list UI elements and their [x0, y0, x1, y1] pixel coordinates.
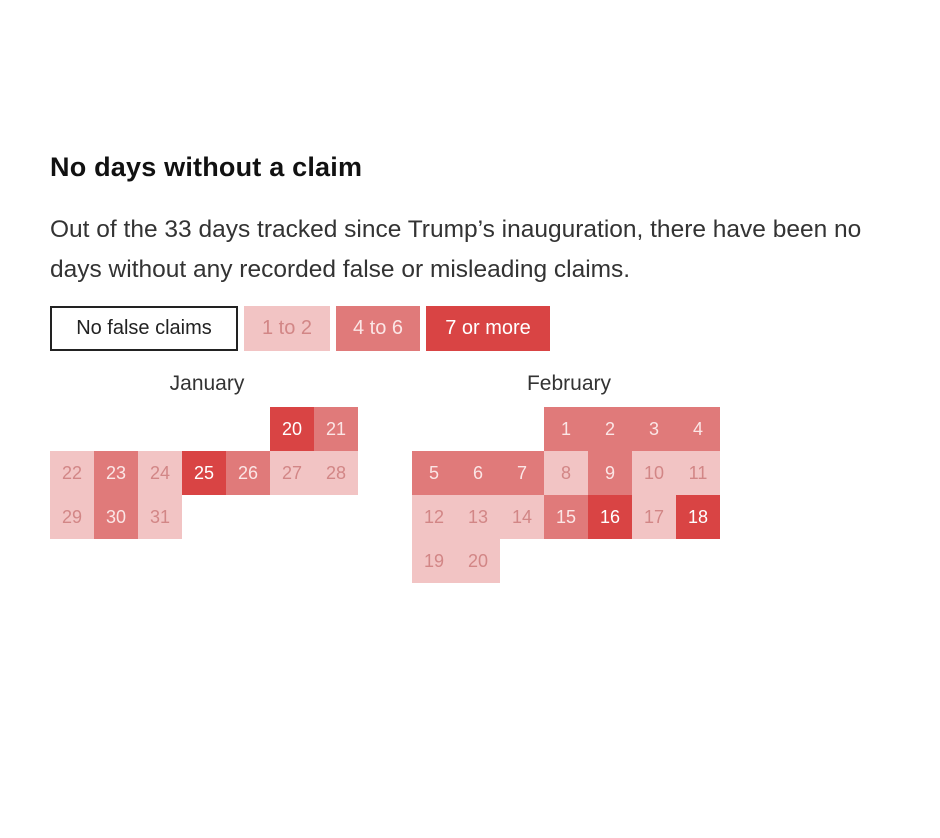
- day-cell-february-14: 14: [500, 495, 544, 539]
- day-cell-january-29: 29: [50, 495, 94, 539]
- day-cell-january-30: 30: [94, 495, 138, 539]
- day-cell-january-24: 24: [138, 451, 182, 495]
- day-cell-january-20: 20: [270, 407, 314, 451]
- day-cell-february-7: 7: [500, 451, 544, 495]
- day-cell-february-17: 17: [632, 495, 676, 539]
- day-cell-february-9: 9: [588, 451, 632, 495]
- month-label-january: January: [169, 372, 245, 395]
- day-cell-february-10: 10: [632, 451, 676, 495]
- legend-1-to-2: 1 to 2: [244, 306, 330, 351]
- legend: No false claims 1 to 2 4 to 6 7 or more: [50, 306, 550, 351]
- day-cell-february-18: 18: [676, 495, 720, 539]
- legend-4-to-6: 4 to 6: [336, 306, 420, 351]
- day-cell-january-21: 21: [314, 407, 358, 451]
- day-cell-february-4: 4: [676, 407, 720, 451]
- chart-subtitle: Out of the 33 days tracked since Trump’s…: [50, 216, 862, 283]
- day-cell-january-22: 22: [50, 451, 94, 495]
- day-cell-january-26: 26: [226, 451, 270, 495]
- day-cell-january-27: 27: [270, 451, 314, 495]
- legend-7-or-more: 7 or more: [426, 306, 550, 351]
- day-cell-january-23: 23: [94, 451, 138, 495]
- day-cell-february-1: 1: [544, 407, 588, 451]
- day-cell-february-8: 8: [544, 451, 588, 495]
- day-cell-january-31: 31: [138, 495, 182, 539]
- day-cell-february-20: 20: [456, 539, 500, 583]
- day-cell-february-19: 19: [412, 539, 456, 583]
- day-cell-february-16: 16: [588, 495, 632, 539]
- day-cell-february-15: 15: [544, 495, 588, 539]
- day-cell-february-5: 5: [412, 451, 456, 495]
- chart-title: No days without a claim: [50, 152, 363, 182]
- day-cell-january-28: 28: [314, 451, 358, 495]
- day-cell-january-25: 25: [182, 451, 226, 495]
- day-cell-february-6: 6: [456, 451, 500, 495]
- day-cell-february-2: 2: [588, 407, 632, 451]
- day-cell-february-3: 3: [632, 407, 676, 451]
- day-cell-february-12: 12: [412, 495, 456, 539]
- day-cell-february-11: 11: [676, 451, 720, 495]
- day-cell-february-13: 13: [456, 495, 500, 539]
- legend-no-false-claims: No false claims: [50, 306, 238, 351]
- month-label-february: February: [526, 372, 612, 395]
